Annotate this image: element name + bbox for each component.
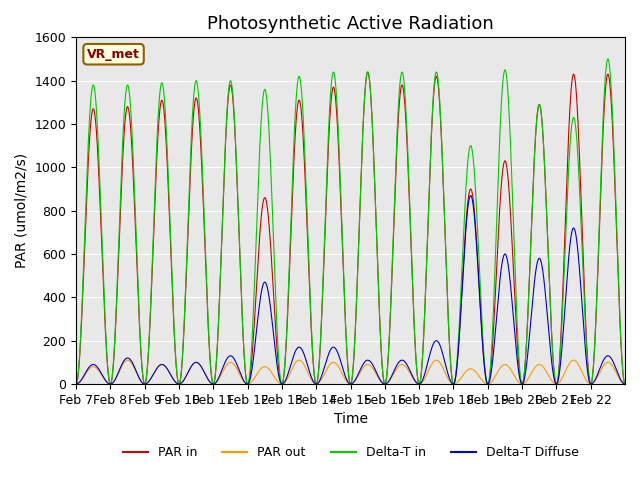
Legend: PAR in, PAR out, Delta-T in, Delta-T Diffuse: PAR in, PAR out, Delta-T in, Delta-T Dif… [118, 442, 584, 465]
Y-axis label: PAR (umol/m2/s): PAR (umol/m2/s) [15, 153, 29, 268]
Text: VR_met: VR_met [87, 48, 140, 61]
X-axis label: Time: Time [333, 412, 367, 426]
Title: Photosynthetic Active Radiation: Photosynthetic Active Radiation [207, 15, 494, 33]
